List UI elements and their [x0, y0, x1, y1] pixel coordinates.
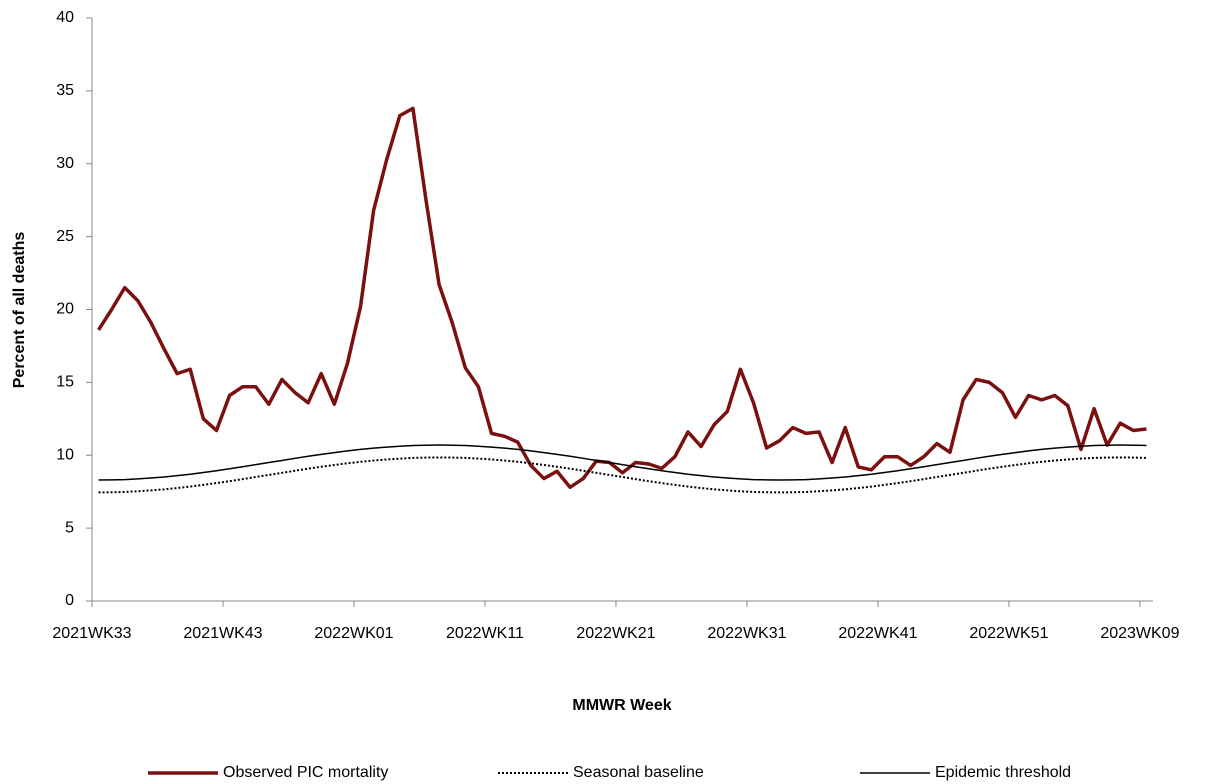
- y-tick-label: 5: [65, 519, 74, 536]
- y-tick-label: 15: [56, 374, 74, 391]
- y-tick-label: 20: [56, 301, 74, 318]
- y-tick-label: 40: [56, 9, 74, 26]
- series-line: [97, 106, 1147, 490]
- x-tick-label: 2022WK31: [707, 625, 786, 642]
- x-axis-title: MMWR Week: [572, 697, 671, 714]
- y-tick-label: 30: [56, 155, 74, 172]
- legend-label: Seasonal baseline: [573, 764, 704, 781]
- x-tick-label: 2022WK21: [576, 625, 655, 642]
- x-tick-label: 2021WK33: [52, 625, 131, 642]
- x-tick-label: 2023WK09: [1100, 625, 1179, 642]
- y-tick-label: 35: [56, 82, 74, 99]
- legend-label: Observed PIC mortality: [223, 764, 388, 781]
- y-tick-label: 10: [56, 446, 74, 463]
- x-tick-label: 2022WK51: [969, 625, 1048, 642]
- y-axis-title: Percent of all deaths: [11, 232, 28, 389]
- x-tick-label: 2022WK01: [314, 625, 393, 642]
- x-tick-label: 2021WK43: [183, 625, 262, 642]
- x-tick-label: 2022WK11: [446, 625, 524, 642]
- y-tick-label: 0: [65, 592, 74, 609]
- series-line: [98, 444, 1147, 481]
- x-tick-label: 2022WK41: [838, 625, 917, 642]
- legend-label: Epidemic threshold: [935, 764, 1071, 781]
- series-line: [98, 456, 1147, 494]
- y-tick-label: 25: [56, 228, 74, 245]
